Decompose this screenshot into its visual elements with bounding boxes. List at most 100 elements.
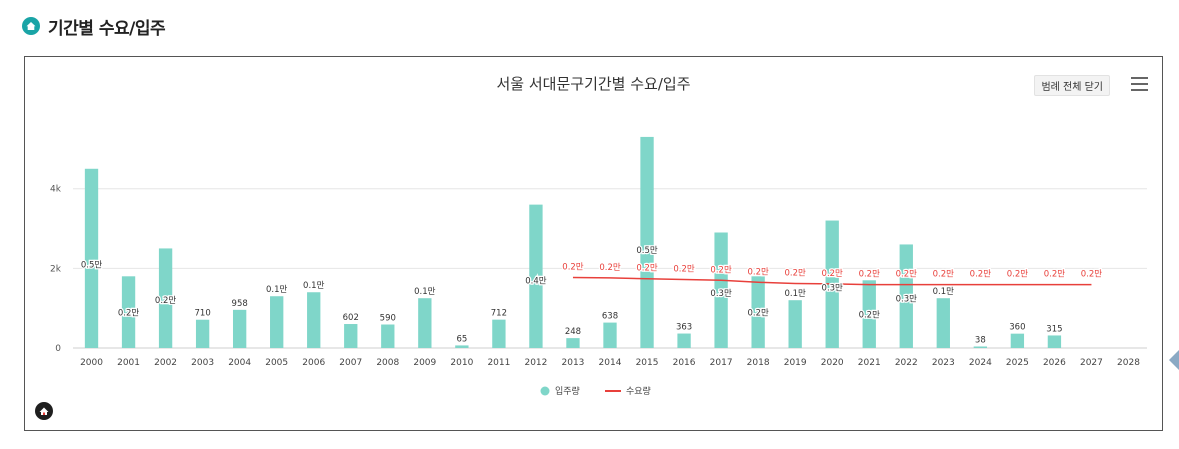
x-tick-label: 2007 bbox=[339, 358, 362, 368]
scroll-arrow-icon[interactable] bbox=[1169, 350, 1179, 370]
demand-value-label: 0.2만 bbox=[1081, 270, 1103, 280]
bar-value-label: 0.1만 bbox=[414, 287, 436, 297]
bar-2024 bbox=[973, 346, 988, 348]
bar-value-label: 363 bbox=[676, 323, 692, 333]
bar-2011 bbox=[492, 319, 506, 348]
bar-value-label: 0.5만 bbox=[81, 260, 103, 270]
bar-2009 bbox=[418, 298, 432, 348]
bar-value-label: 0.2만 bbox=[118, 309, 140, 319]
bar-value-label: 38 bbox=[975, 335, 986, 345]
x-tick-label: 2011 bbox=[487, 358, 510, 368]
x-tick-label: 2017 bbox=[710, 358, 733, 368]
bar-value-label: 0.2만 bbox=[747, 309, 769, 319]
bar-2007 bbox=[344, 324, 358, 348]
logo-icon bbox=[35, 402, 53, 420]
x-tick-label: 2004 bbox=[228, 358, 251, 368]
demand-value-label: 0.2만 bbox=[1044, 270, 1066, 280]
x-tick-label: 2023 bbox=[932, 358, 955, 368]
hamburger-menu-icon[interactable] bbox=[1131, 77, 1148, 91]
x-tick-label: 2024 bbox=[969, 358, 992, 368]
x-tick-label: 2018 bbox=[747, 358, 770, 368]
bar-2014 bbox=[603, 322, 617, 348]
legend-toggle-button[interactable]: 범례 전체 닫기 bbox=[1034, 75, 1110, 96]
bar-2019 bbox=[788, 300, 802, 348]
y-tick-label: 2k bbox=[50, 264, 62, 274]
bar-value-label: 0.2만 bbox=[859, 311, 881, 321]
demand-value-label: 0.2만 bbox=[747, 267, 769, 277]
bar-value-label: 712 bbox=[491, 309, 507, 319]
x-tick-label: 2012 bbox=[524, 358, 547, 368]
bar-2026 bbox=[1047, 335, 1062, 348]
demand-value-label: 0.2만 bbox=[822, 269, 844, 279]
legend-demand-label: 수요량 bbox=[626, 385, 651, 397]
bar-value-label: 0.1만 bbox=[303, 281, 325, 291]
bar-value-label: 360 bbox=[1009, 323, 1025, 333]
legend-supply-marker bbox=[540, 386, 550, 396]
x-tick-label: 2016 bbox=[673, 358, 696, 368]
demand-value-label: 0.2만 bbox=[970, 270, 992, 280]
bar-2008 bbox=[381, 324, 395, 348]
bar-value-label: 958 bbox=[232, 299, 248, 309]
demand-value-label: 0.2만 bbox=[896, 270, 918, 280]
x-tick-label: 2000 bbox=[80, 358, 103, 368]
demand-value-label: 0.2만 bbox=[636, 264, 658, 274]
demand-line bbox=[572, 276, 1092, 286]
bar-value-label: 0.3만 bbox=[822, 284, 844, 294]
bar-2001 bbox=[121, 276, 136, 348]
section-header: 기간별 수요/입주 bbox=[22, 14, 166, 39]
x-tick-label: 2002 bbox=[154, 358, 177, 368]
bar-2012 bbox=[529, 204, 543, 348]
bar-2018 bbox=[751, 276, 765, 348]
bar-value-label: 0.2만 bbox=[155, 296, 177, 306]
demand-value-label: 0.2만 bbox=[785, 268, 807, 278]
legend-supply-label: 입주량 bbox=[555, 385, 580, 397]
bar-value-label: 0.1만 bbox=[785, 289, 807, 299]
bar-value-label: 0.5만 bbox=[636, 246, 658, 256]
bar-2023 bbox=[936, 298, 950, 348]
demand-value-label: 0.2만 bbox=[859, 270, 881, 280]
bar-value-label: 710 bbox=[195, 309, 211, 319]
bar-value-label: 638 bbox=[602, 312, 618, 322]
bar-value-label: 315 bbox=[1046, 324, 1062, 334]
bar-value-label: 590 bbox=[380, 314, 396, 324]
bar-2016 bbox=[677, 333, 691, 348]
x-tick-label: 2005 bbox=[265, 358, 288, 368]
bar-2022 bbox=[899, 244, 913, 348]
demand-value-label: 0.2만 bbox=[562, 263, 584, 273]
demand-value-label: 0.2만 bbox=[599, 263, 621, 273]
y-tick-label: 4k bbox=[50, 185, 62, 195]
demand-value-label: 0.2만 bbox=[710, 265, 732, 275]
house-icon bbox=[22, 17, 40, 35]
y-tick-label: 0 bbox=[55, 344, 61, 354]
x-tick-label: 2020 bbox=[821, 358, 844, 368]
chart-panel: 서울 서대문구기간별 수요/입주 범례 전체 닫기 0 2k 4k 0.5만 0.2만 0… bbox=[24, 56, 1163, 431]
bar-value-label: 0.3만 bbox=[896, 294, 918, 304]
x-tick-label: 2014 bbox=[599, 358, 622, 368]
x-tick-label: 2019 bbox=[784, 358, 807, 368]
x-tick-label: 2006 bbox=[302, 358, 325, 368]
x-tick-label: 2028 bbox=[1117, 358, 1140, 368]
bar-value-label: 602 bbox=[343, 313, 359, 323]
x-tick-label: 2022 bbox=[895, 358, 918, 368]
x-tick-label: 2026 bbox=[1043, 358, 1066, 368]
x-tick-label: 2008 bbox=[376, 358, 399, 368]
bar-2003 bbox=[195, 319, 210, 348]
x-tick-label: 2027 bbox=[1080, 358, 1103, 368]
bar-value-label: 0.4만 bbox=[525, 276, 547, 286]
section-title: 기간별 수요/입주 bbox=[48, 18, 166, 39]
x-tick-label: 2010 bbox=[450, 358, 473, 368]
bar-value-label: 0.1만 bbox=[266, 285, 288, 295]
x-tick-label: 2013 bbox=[562, 358, 585, 368]
x-tick-label: 2003 bbox=[191, 358, 214, 368]
x-tick-label: 2015 bbox=[636, 358, 659, 368]
bar-2000 bbox=[84, 168, 99, 348]
demand-value-label: 0.2만 bbox=[673, 264, 695, 274]
bar-2002 bbox=[158, 248, 173, 348]
bar-value-label: 0.1만 bbox=[933, 287, 955, 297]
bar-2015 bbox=[640, 136, 654, 348]
bar-value-label: 248 bbox=[565, 327, 581, 337]
demand-value-label: 0.2만 bbox=[933, 270, 955, 280]
x-tick-label: 2021 bbox=[858, 358, 881, 368]
x-tick-label: 2009 bbox=[413, 358, 436, 368]
bar-2017 bbox=[714, 232, 728, 348]
